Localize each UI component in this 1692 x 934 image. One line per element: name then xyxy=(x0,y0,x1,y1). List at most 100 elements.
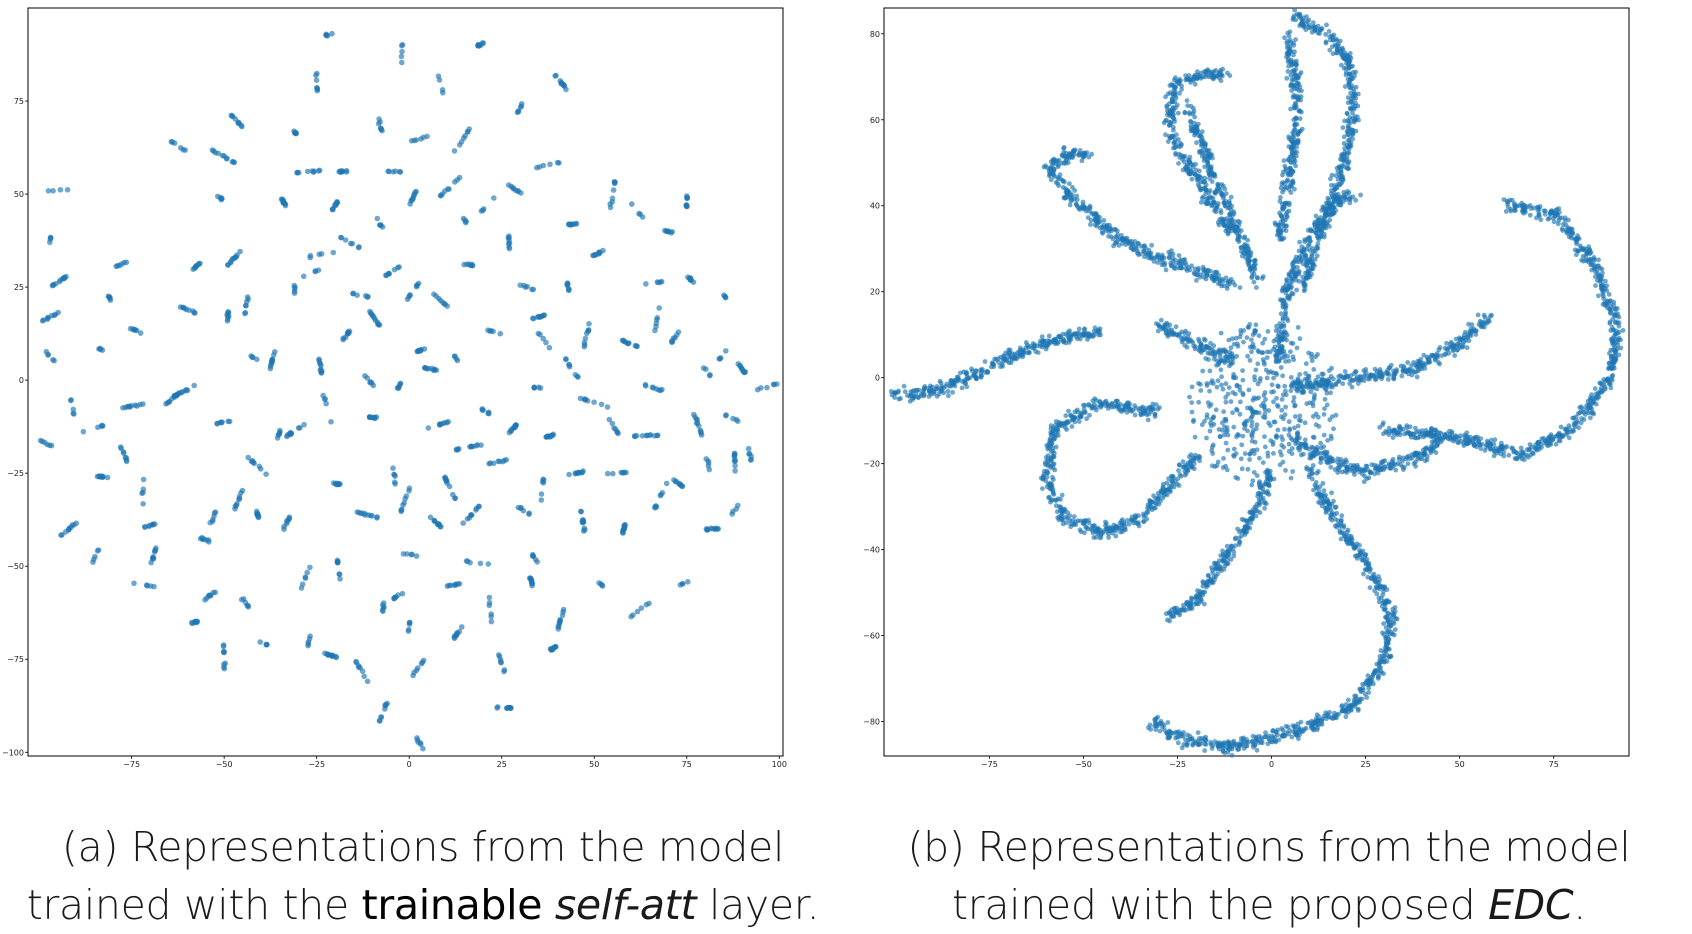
data-point xyxy=(1336,379,1341,384)
data-point xyxy=(230,159,236,165)
data-point xyxy=(1313,225,1318,230)
data-point xyxy=(1185,98,1190,103)
data-point xyxy=(1289,83,1294,88)
data-point xyxy=(707,373,713,379)
data-point xyxy=(178,304,184,310)
data-point xyxy=(1188,119,1193,124)
data-point xyxy=(1245,238,1250,243)
data-point xyxy=(81,429,87,435)
data-point xyxy=(1291,117,1296,122)
data-point xyxy=(1295,80,1300,85)
data-point xyxy=(1284,76,1289,81)
data-point xyxy=(658,493,664,499)
data-point xyxy=(1420,431,1425,436)
data-point xyxy=(985,369,990,374)
data-point xyxy=(360,510,366,516)
data-point xyxy=(1330,459,1335,464)
data-point xyxy=(1277,348,1282,353)
data-point xyxy=(611,187,617,193)
data-point xyxy=(125,404,131,410)
data-point xyxy=(1021,348,1026,353)
data-point xyxy=(1260,276,1265,281)
data-point xyxy=(1059,161,1064,166)
data-point xyxy=(45,352,51,358)
data-point xyxy=(407,621,413,627)
data-point xyxy=(1607,366,1612,371)
data-point xyxy=(57,279,63,285)
data-point xyxy=(1291,264,1296,269)
data-point xyxy=(1347,190,1352,195)
data-point xyxy=(1469,330,1474,335)
data-point xyxy=(1302,287,1307,292)
data-point xyxy=(1369,374,1374,379)
data-point xyxy=(315,87,321,93)
data-point xyxy=(1062,510,1067,515)
data-point xyxy=(1494,451,1499,456)
data-point xyxy=(648,432,654,438)
data-point xyxy=(669,340,675,346)
data-point xyxy=(620,530,626,536)
data-point xyxy=(1081,200,1086,205)
data-point xyxy=(1290,69,1295,74)
data-point xyxy=(1252,259,1257,264)
data-point xyxy=(1463,330,1468,335)
data-point xyxy=(1149,243,1154,248)
data-point xyxy=(71,522,77,528)
data-point xyxy=(746,446,752,452)
data-point xyxy=(1155,260,1160,265)
data-point xyxy=(998,364,1003,369)
data-point xyxy=(1209,195,1214,200)
data-point xyxy=(361,674,367,680)
data-point xyxy=(1327,218,1332,223)
y-tick-label: −75 xyxy=(7,655,24,664)
data-point xyxy=(639,605,645,611)
data-point xyxy=(204,595,210,601)
data-point xyxy=(1345,111,1350,116)
data-point xyxy=(1054,445,1059,450)
data-point xyxy=(1292,259,1297,264)
data-point xyxy=(1564,223,1569,228)
data-point xyxy=(1220,67,1225,72)
data-point xyxy=(655,433,661,439)
data-point xyxy=(150,556,156,562)
data-point xyxy=(192,310,198,316)
data-point xyxy=(1160,260,1165,265)
data-point xyxy=(1299,70,1304,75)
data-point xyxy=(1346,100,1351,105)
data-point xyxy=(1217,217,1222,222)
data-point xyxy=(383,702,389,708)
data-point xyxy=(1556,432,1561,437)
data-point xyxy=(1406,461,1411,466)
data-point xyxy=(435,521,441,527)
data-point xyxy=(1055,341,1060,346)
data-point xyxy=(1136,252,1141,257)
data-point xyxy=(400,42,406,48)
data-point xyxy=(1538,204,1543,209)
data-point xyxy=(629,201,635,207)
data-point xyxy=(1072,149,1077,154)
data-point xyxy=(1596,293,1601,298)
data-point xyxy=(1238,285,1243,290)
data-point xyxy=(338,170,344,176)
data-point xyxy=(608,205,614,211)
data-point xyxy=(301,274,307,280)
data-point xyxy=(1324,23,1329,28)
data-point xyxy=(291,128,297,134)
data-point xyxy=(1528,213,1533,218)
data-point xyxy=(585,328,591,334)
data-point xyxy=(163,401,169,407)
data-point xyxy=(628,614,634,620)
data-point xyxy=(1432,434,1437,439)
data-point xyxy=(715,526,721,532)
data-point xyxy=(1274,354,1279,359)
data-point xyxy=(922,384,927,389)
data-point xyxy=(244,603,250,609)
data-point xyxy=(643,383,649,389)
data-point xyxy=(1194,172,1199,177)
data-point xyxy=(1101,223,1106,228)
data-point xyxy=(398,381,404,387)
data-point xyxy=(723,348,729,354)
data-point xyxy=(1538,217,1543,222)
data-point xyxy=(1076,153,1081,158)
data-point xyxy=(335,559,341,565)
